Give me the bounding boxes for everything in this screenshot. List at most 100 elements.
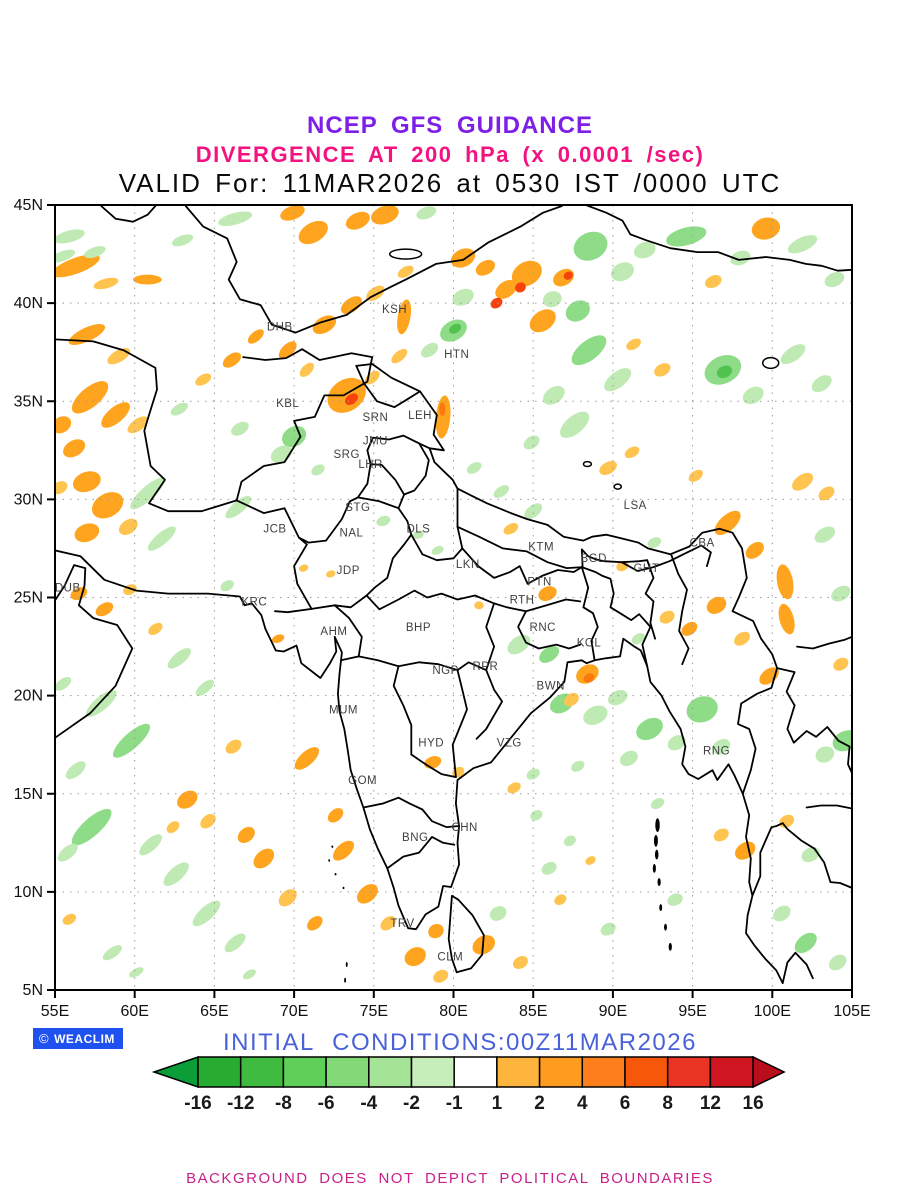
- divergence-patch: [794, 932, 817, 954]
- divergence-patch: [654, 363, 671, 377]
- legend-value-label: 4: [577, 1093, 588, 1114]
- station-label: LEH: [408, 410, 432, 422]
- station-label: CBA: [690, 537, 715, 549]
- divergence-patch: [503, 522, 519, 535]
- divergence-patch: [299, 362, 314, 377]
- legend-segment: [496, 1056, 541, 1088]
- station-label: BGD: [581, 553, 607, 565]
- divergence-patch: [565, 300, 590, 322]
- divergence-patch: [792, 472, 814, 491]
- divergence-patch: [604, 368, 632, 392]
- divergence-patch: [225, 739, 242, 754]
- divergence-patch: [93, 277, 119, 290]
- station-label: AHM: [320, 626, 347, 638]
- divergence-patch: [55, 249, 76, 263]
- legend-segment: [538, 1056, 584, 1088]
- map-outline: [580, 566, 599, 662]
- divergence-patch: [224, 933, 246, 953]
- x-axis-tick-label: 60E: [120, 1003, 148, 1020]
- island-shape: [655, 818, 660, 833]
- divergence-patch: [91, 492, 124, 519]
- divergence-patch: [818, 486, 835, 501]
- divergence-patch: [650, 798, 665, 810]
- divergence-patch: [647, 537, 662, 548]
- divergence-patch: [253, 848, 275, 869]
- divergence-patch: [563, 835, 576, 847]
- divergence-patch: [742, 386, 764, 405]
- divergence-patch: [439, 402, 446, 416]
- legend-segment: [239, 1056, 285, 1088]
- divergence-patch: [704, 275, 722, 289]
- map-outline: [100, 205, 157, 223]
- map-outline: [580, 566, 652, 668]
- divergence-patch: [686, 696, 718, 723]
- divergence-patch: [706, 596, 727, 614]
- legend-value-label: 12: [700, 1093, 721, 1114]
- map-outline: [264, 627, 784, 984]
- y-axis-tick-label: 15N: [14, 786, 43, 803]
- map-outline: [451, 669, 468, 778]
- divergence-patch: [583, 673, 595, 683]
- station-label: CLM: [437, 952, 463, 964]
- divergence-patch: [787, 235, 818, 254]
- y-axis-tick-label: 10N: [14, 884, 43, 901]
- legend-value-label: -16: [184, 1093, 211, 1114]
- map-outline: [55, 564, 134, 739]
- divergence-patch: [170, 402, 188, 416]
- station-label: STG: [345, 502, 370, 514]
- divergence-patch: [84, 246, 106, 259]
- divergence-patch: [71, 381, 109, 414]
- divergence-patch: [495, 279, 517, 299]
- divergence-patch: [543, 385, 565, 405]
- valid-time-label: VALID For: 11MAR2026 at 0530 IST /0000 U…: [118, 168, 782, 198]
- map-outline: [55, 338, 313, 614]
- y-axis-tick-label: 40N: [14, 295, 43, 312]
- divergence-patch: [511, 260, 542, 287]
- station-label: BHP: [406, 622, 431, 634]
- divergence-patch: [489, 906, 507, 921]
- divergence-patch: [778, 603, 795, 635]
- island-shape: [657, 878, 661, 886]
- divergence-patch: [512, 956, 528, 969]
- divergence-patch: [475, 259, 495, 276]
- legend-segment: [325, 1056, 370, 1088]
- divergence-patch: [356, 884, 378, 904]
- divergence-patch: [631, 633, 646, 645]
- divergence-patch: [55, 416, 72, 434]
- divergence-patch: [55, 229, 85, 244]
- divergence-patch: [294, 747, 320, 770]
- map-outline: [355, 364, 421, 409]
- divergence-patch: [624, 446, 640, 459]
- divergence-patch: [147, 526, 176, 551]
- x-axis-tick-label: 55E: [41, 1003, 69, 1020]
- divergence-patch: [118, 518, 138, 536]
- station-label: RPR: [472, 661, 498, 673]
- divergence-patch: [714, 510, 741, 536]
- map-outline: [796, 635, 852, 650]
- divergence-patch: [332, 840, 355, 861]
- legend-segment: [624, 1056, 669, 1088]
- divergence-patch: [780, 344, 806, 365]
- divergence-patch: [828, 954, 847, 971]
- island-shape: [659, 904, 663, 912]
- station-label: JCB: [263, 524, 286, 536]
- divergence-patch: [195, 373, 212, 386]
- map-outline: [386, 836, 456, 870]
- divergence-patch: [585, 856, 596, 865]
- station-label: LSA: [624, 500, 647, 512]
- station-label: HTN: [444, 349, 469, 361]
- divergence-patch: [523, 435, 540, 450]
- divergence-patch: [633, 241, 656, 259]
- divergence-patch: [712, 739, 731, 755]
- station-label: GHT: [633, 563, 659, 575]
- divergence-patch: [659, 610, 675, 624]
- divergence-patch: [745, 541, 764, 559]
- divergence-patch: [583, 705, 608, 725]
- divergence-patch: [431, 545, 444, 555]
- divergence-patch: [326, 570, 336, 578]
- divergence-patch: [607, 689, 628, 706]
- legend-segment: [581, 1056, 626, 1088]
- divergence-patch: [507, 782, 521, 794]
- divergence-patch: [404, 947, 426, 967]
- divergence-patch: [530, 810, 543, 821]
